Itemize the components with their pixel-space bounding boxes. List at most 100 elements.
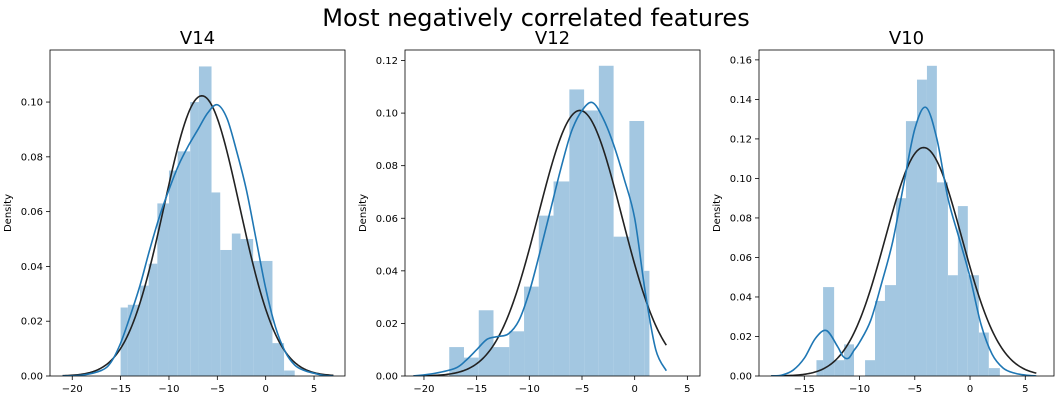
histogram-bar	[834, 360, 845, 376]
x-tick-label: −10	[519, 384, 540, 395]
x-tick-label: −15	[110, 384, 131, 395]
y-tick-label: 0.06	[730, 253, 752, 264]
histogram-bar	[569, 89, 585, 376]
histogram-bar	[988, 368, 1000, 376]
histogram-bar	[148, 263, 158, 376]
histogram-bar	[916, 79, 927, 376]
histogram-bar	[157, 203, 169, 376]
y-tick-label: 0.08	[21, 152, 43, 163]
y-tick-label: 0.00	[21, 372, 43, 383]
y-tick-label: 0.12	[730, 134, 752, 145]
x-tick-label: −10	[158, 384, 179, 395]
y-tick-label: 0.02	[376, 319, 398, 330]
x-tick-label: 5	[684, 384, 690, 395]
histogram-bar	[240, 239, 254, 376]
x-tick-label: −15	[794, 384, 815, 395]
y-tick-label: 0.10	[376, 109, 398, 120]
y-tick-label: 0.06	[21, 207, 43, 218]
x-tick-label: −20	[62, 384, 83, 395]
histogram-bar	[509, 331, 525, 376]
y-tick-label: 0.02	[21, 317, 43, 328]
x-tick-label: 0	[631, 384, 637, 395]
subplot-title: V12	[535, 28, 570, 49]
subplot-v12: −20 −15 −10 −5 0 5 0.00 0.02 0.04 0.06 0.08 0.10 0.1…	[358, 28, 701, 395]
histogram-bar	[478, 310, 494, 376]
subplot-title: V14	[180, 28, 215, 49]
x-tick-label: −15	[466, 384, 487, 395]
histogram-bar	[538, 215, 554, 376]
y-tick-label: 0.00	[730, 372, 752, 383]
axes-frame	[49, 49, 346, 377]
histogram-bar	[598, 65, 614, 376]
histogram-bar	[272, 343, 285, 376]
histogram-bar	[177, 151, 191, 376]
subplots: −20 −15 −10 −5 0 5 0.00 0.02 0.04 0.06 0.08 0.10 V14…	[3, 28, 1055, 395]
x-tick-label: 0	[263, 384, 269, 395]
y-tick-label: 0.14	[730, 95, 752, 106]
y-tick-label: 0.10	[730, 174, 752, 185]
subplot-v14: −20 −15 −10 −5 0 5 0.00 0.02 0.04 0.06 0.08 0.10 V14…	[3, 28, 346, 395]
x-tick-label: −5	[575, 384, 590, 395]
y-tick-label: 0.12	[376, 56, 398, 67]
histogram-bar	[253, 260, 273, 376]
y-tick-label: 0.08	[730, 213, 752, 224]
x-tick-label: 0	[967, 384, 973, 395]
y-tick-label: 0.02	[730, 332, 752, 343]
y-axis-label: Density	[3, 194, 14, 232]
y-tick-label: 0.04	[730, 292, 752, 303]
histogram-bar	[211, 192, 221, 376]
histogram-bar	[524, 286, 539, 376]
histogram-bar	[493, 347, 510, 376]
y-axis-label: Density	[358, 194, 369, 232]
normal-fit-curve	[771, 146, 1037, 376]
histogram-bar	[168, 170, 178, 376]
x-tick-label: −5	[210, 384, 225, 395]
kde-curve	[62, 103, 334, 376]
histogram-bar	[127, 304, 140, 376]
histogram-bars	[449, 65, 650, 376]
histogram-bar	[957, 206, 968, 376]
axes-frame	[758, 49, 1055, 377]
y-axis-label: Density	[712, 194, 723, 232]
y-tick-label: 0.06	[376, 214, 398, 225]
histogram-bars	[120, 66, 295, 376]
histogram-bar	[967, 275, 979, 376]
y-tick-label: 0.16	[730, 55, 752, 66]
figure-title: Most negatively correlated features	[322, 4, 749, 32]
histogram-bar	[978, 332, 989, 376]
histogram-bar	[139, 285, 149, 376]
y-tick-label: 0.00	[376, 372, 398, 383]
histogram-bar	[947, 275, 958, 376]
histogram-bar	[231, 233, 241, 376]
axes-frame	[404, 49, 701, 377]
subplot-title: V10	[889, 28, 924, 49]
histogram-bars	[816, 65, 1000, 376]
normal-fit-curve	[413, 109, 667, 376]
histogram-bar	[613, 236, 630, 376]
kde-curve	[413, 101, 668, 376]
subplot-v10: −15 −10 −5 0 5 0.00 0.02 0.04 0.06 0.08 0.10 0.12 0.…	[712, 28, 1055, 395]
y-tick-label: 0.08	[376, 161, 398, 172]
histogram-bar	[553, 181, 570, 376]
x-tick-label: −20	[413, 384, 434, 395]
histogram-bar	[896, 198, 906, 376]
histogram-bar	[844, 344, 855, 376]
y-tick-label: 0.04	[21, 262, 43, 273]
histogram-bar	[220, 249, 232, 376]
histogram-bar	[284, 370, 295, 376]
histogram-bar	[936, 182, 948, 376]
histogram-bar	[926, 65, 937, 376]
histogram-bar	[865, 360, 876, 376]
histogram-bar	[644, 270, 650, 376]
histogram-bar	[190, 102, 199, 376]
x-tick-label: 5	[1022, 384, 1028, 395]
y-tick-label: 0.10	[21, 98, 43, 109]
histogram-bar	[584, 110, 599, 376]
histogram-bar	[816, 360, 824, 376]
x-tick-label: −10	[849, 384, 870, 395]
histogram-bar	[198, 66, 212, 376]
histogram-bar	[629, 120, 645, 376]
x-tick-label: 5	[311, 384, 317, 395]
histogram-bar	[884, 285, 897, 376]
